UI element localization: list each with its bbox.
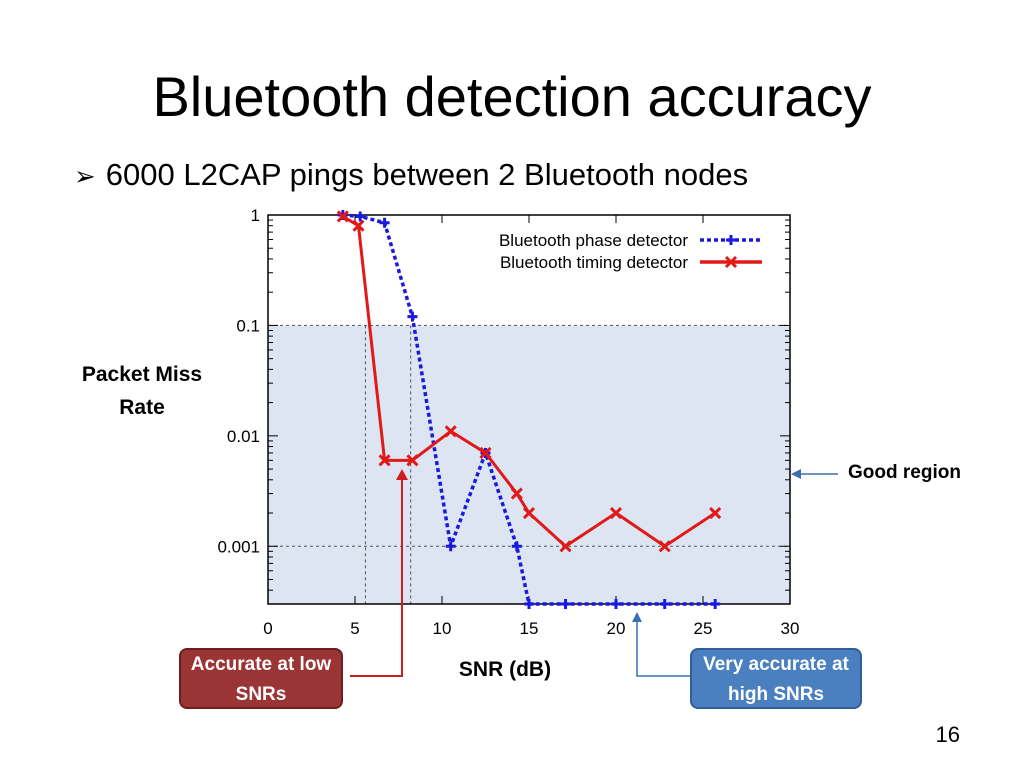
data-point-phase: [524, 599, 534, 609]
data-point-timing: [609, 506, 623, 520]
data-point-timing: [510, 487, 523, 500]
legend-label: Bluetooth phase detector: [499, 231, 688, 250]
x-tick-label: 30: [781, 619, 800, 638]
cross-marker-icon: [336, 210, 349, 223]
good-region-shade: [268, 325, 790, 604]
page-number: 16: [935, 722, 960, 747]
y-tick-label: 0.001: [217, 537, 260, 556]
x-tick-label: 15: [520, 619, 539, 638]
cross-marker-icon: [406, 454, 419, 467]
data-point-phase: [611, 599, 621, 609]
arrow-bullet-icon: ➢: [74, 161, 96, 191]
data-point-phase: [710, 599, 721, 609]
plus-marker-icon: [611, 599, 621, 609]
cross-marker-icon: [559, 540, 572, 553]
data-point-phase: [379, 217, 390, 228]
good-region-arrow-head-icon: [791, 469, 801, 479]
data-point-phase: [659, 599, 670, 609]
series-line-timing: [342, 215, 717, 548]
cross-marker-icon: [609, 506, 623, 520]
legend: Bluetooth phase detector Bluetooth timing…: [499, 231, 762, 272]
plus-marker-icon: [355, 211, 366, 222]
cross-marker-icon: [658, 540, 671, 553]
cross-marker-icon: [724, 255, 738, 269]
cross-marker-icon: [444, 425, 457, 438]
x-tick-label: 0: [263, 619, 272, 638]
bullet-item: ➢ 6000 L2CAP pings between 2 Bluetooth no…: [74, 155, 748, 196]
good-region-label: Good region: [848, 462, 961, 483]
cross-marker-icon: [378, 454, 391, 467]
high-snr-callout: Very accurate at high SNRs: [690, 648, 862, 709]
plus-marker-icon: [379, 217, 390, 228]
data-point-timing: [709, 506, 722, 520]
low-snr-arrow-head-icon: [396, 469, 408, 480]
data-point-phase: [560, 599, 571, 609]
x-tick-label: 10: [433, 619, 452, 638]
plus-marker-icon: [524, 599, 534, 609]
x-tick-label: 5: [350, 619, 359, 638]
data-point-timing: [522, 506, 536, 520]
plus-marker-icon: [726, 235, 736, 245]
plus-marker-icon: [710, 599, 721, 609]
data-point-phase: [407, 311, 418, 322]
data-point-timing: [378, 454, 391, 467]
data-point-timing: [658, 540, 671, 553]
data-point-phase: [511, 541, 522, 552]
plus-marker-icon: [560, 599, 571, 609]
data-point-timing: [352, 219, 365, 232]
cross-marker-icon: [709, 506, 722, 520]
plus-marker-icon: [407, 311, 418, 322]
cross-marker-icon: [479, 446, 492, 460]
cross-marker-icon: [352, 219, 365, 232]
plus-marker-icon: [511, 541, 522, 552]
x-tick-label: 25: [694, 619, 713, 638]
y-tick-label: 0.01: [227, 427, 260, 446]
plus-marker-icon: [445, 541, 456, 552]
low-snr-callout: Accurate at low SNRs: [179, 648, 343, 709]
data-point-timing: [336, 210, 349, 223]
y-axis-label: Packet Miss Rate: [81, 363, 203, 419]
slide-title: Bluetooth detection accuracy: [152, 65, 872, 128]
plus-marker-icon: [659, 599, 670, 609]
data-point-timing: [479, 446, 492, 460]
legend-label: Bluetooth timing detector: [500, 253, 688, 272]
data-point-phase: [445, 541, 456, 552]
low-snr-connector: [350, 478, 403, 677]
x-axis-label: SNR (dB): [458, 658, 552, 681]
y-tick-label: 0.1: [236, 316, 260, 335]
x-tick-label: 20: [607, 619, 626, 638]
data-point-timing: [406, 454, 419, 467]
y-tick-label: 1: [251, 206, 260, 225]
bullet-text: 6000 L2CAP pings between 2 Bluetooth nod…: [105, 157, 749, 192]
cross-marker-icon: [510, 487, 523, 500]
high-snr-arrow-head-icon: [632, 612, 642, 622]
data-point-timing: [559, 540, 572, 553]
data-point-phase: [355, 211, 366, 222]
data-point-timing: [444, 425, 457, 438]
high-snr-connector: [636, 622, 690, 677]
cross-marker-icon: [522, 506, 536, 520]
